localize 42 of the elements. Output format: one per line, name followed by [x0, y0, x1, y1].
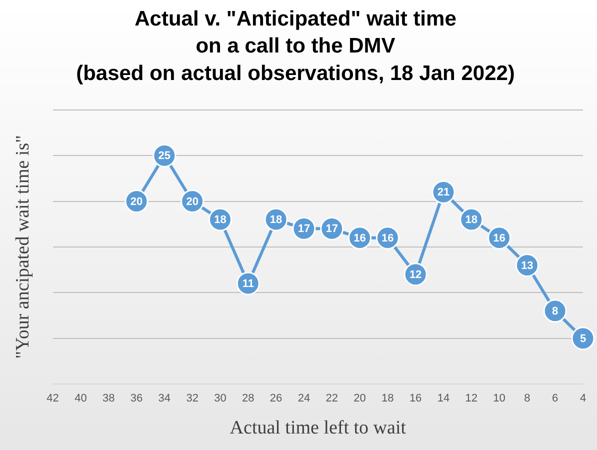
x-tick-label: 16 — [409, 392, 422, 405]
data-label: 8 — [552, 305, 558, 318]
x-tick-label: 28 — [242, 392, 254, 405]
x-tick-label: 36 — [130, 392, 143, 405]
x-axis-title: Actual time left to wait — [230, 418, 407, 439]
x-tick-label: 10 — [493, 392, 506, 405]
point — [571, 326, 595, 350]
data-label: 11 — [242, 278, 254, 290]
data-label: 20 — [130, 196, 143, 208]
x-tick-label: 42 — [46, 392, 59, 405]
x-tick-label: 38 — [102, 392, 115, 405]
data-label: 13 — [521, 260, 534, 272]
x-tick-label: 4 — [580, 392, 586, 405]
x-tick-label: 34 — [158, 392, 171, 405]
x-tick-label: 30 — [214, 392, 226, 405]
x-tick-label: 8 — [524, 392, 530, 405]
data-label: 17 — [326, 223, 338, 236]
data-label: 12 — [409, 268, 422, 281]
x-tick-label: 12 — [465, 392, 478, 405]
x-tick-label: 18 — [382, 392, 394, 405]
x-tick-label: 40 — [74, 392, 87, 405]
data-label: 21 — [437, 186, 450, 199]
data-label: 20 — [186, 196, 198, 208]
data-label: 16 — [382, 232, 394, 244]
data-label: 16 — [493, 232, 506, 244]
data-label: 16 — [354, 232, 366, 244]
y-axis-title: "Your ancipated wait time is" — [12, 135, 34, 359]
x-tick-label: 20 — [354, 392, 366, 405]
x-tick-label: 32 — [186, 392, 198, 405]
x-tick-label: 14 — [437, 392, 450, 405]
x-tick-label: 22 — [326, 392, 338, 405]
point — [543, 299, 567, 323]
data-label: 18 — [465, 214, 478, 226]
data-label: 18 — [270, 214, 282, 226]
data-label: 17 — [298, 223, 310, 236]
data-label: 5 — [580, 332, 586, 345]
data-label: 25 — [158, 150, 171, 162]
chart-title: Actual v. "Anticipated" wait time on a call to the DMV (based on actual observations, 18 Jan 2022) — [76, 7, 515, 86]
x-tick-label: 26 — [270, 392, 282, 405]
x-tick-label: 24 — [298, 392, 310, 405]
x-tick-label: 6 — [552, 392, 558, 405]
data-label: 18 — [214, 214, 226, 226]
